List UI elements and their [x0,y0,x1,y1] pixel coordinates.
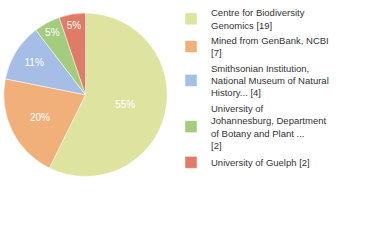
svg-text:11%: 11% [25,57,44,68]
svg-text:Centre for BiodiversityGenomic: Centre for BiodiversityGenomics [19] [211,7,305,30]
svg-text:Mined from GenBank, NCBI[7]: Mined from GenBank, NCBI[7] [211,35,329,58]
svg-text:University ofJohannesburg, Dep: University ofJohannesburg, Departmentof … [211,103,326,151]
svg-text:5%: 5% [67,20,82,31]
svg-text:Smithsonian Institution,Nation: Smithsonian Institution,National Museum … [211,63,329,99]
svg-text:55%: 55% [115,99,135,110]
svg-text:5%: 5% [45,27,60,38]
svg-text:20%: 20% [30,112,50,123]
svg-text:University of Guelph [2]: University of Guelph [2] [211,157,310,168]
